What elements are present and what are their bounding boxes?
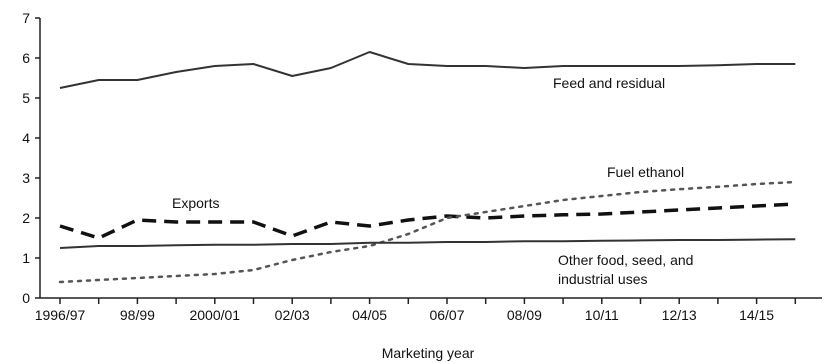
series-line-2	[58, 180, 797, 284]
y-tick-label: 2	[22, 210, 30, 226]
y-tick-label: 7	[22, 10, 30, 26]
y-tick-label: 3	[22, 170, 30, 186]
y-tick-label: 1	[22, 250, 30, 266]
series-line-0	[59, 51, 796, 89]
axes: 0 1 2 3 4 5 6 7 1996/97 98/99 2000/01 02/03 04/05 06/…	[22, 10, 822, 323]
series-label-1: Exports	[172, 195, 219, 211]
x-tick-label: 02/03	[275, 307, 310, 323]
x-tick-label: 98/99	[120, 307, 155, 323]
series-line-3	[59, 238, 796, 249]
x-tick-label: 1996/97	[35, 307, 86, 323]
x-tick-label: 04/05	[352, 307, 387, 323]
series-label-3: Other food, seed, and industrial uses	[558, 252, 693, 287]
series-label-line: industrial uses	[558, 271, 648, 287]
x-tick-label: 2000/01	[189, 307, 240, 323]
y-tick-label: 0	[22, 290, 30, 306]
y-tick-label: 6	[22, 50, 30, 66]
series-labels: Feed and residual Exports Fuel ethanol Othe…	[172, 75, 693, 287]
x-tick-label: 12/13	[662, 307, 697, 323]
y-tick-label: 4	[22, 130, 30, 146]
x-tick-label: 08/09	[507, 307, 542, 323]
series-line-1	[59, 202, 796, 240]
series-label-2: Fuel ethanol	[607, 164, 684, 180]
y-tick-label: 5	[22, 90, 30, 106]
x-tick-label: 10/11	[585, 307, 619, 323]
series-label-line: Other food, seed, and	[558, 252, 693, 268]
x-tick-label: 06/07	[429, 307, 464, 323]
series-lines	[58, 51, 797, 284]
x-axis-title: Marketing year	[382, 345, 475, 361]
series-label-0: Feed and residual	[553, 75, 665, 91]
x-tick-label: 14/15	[739, 307, 774, 323]
